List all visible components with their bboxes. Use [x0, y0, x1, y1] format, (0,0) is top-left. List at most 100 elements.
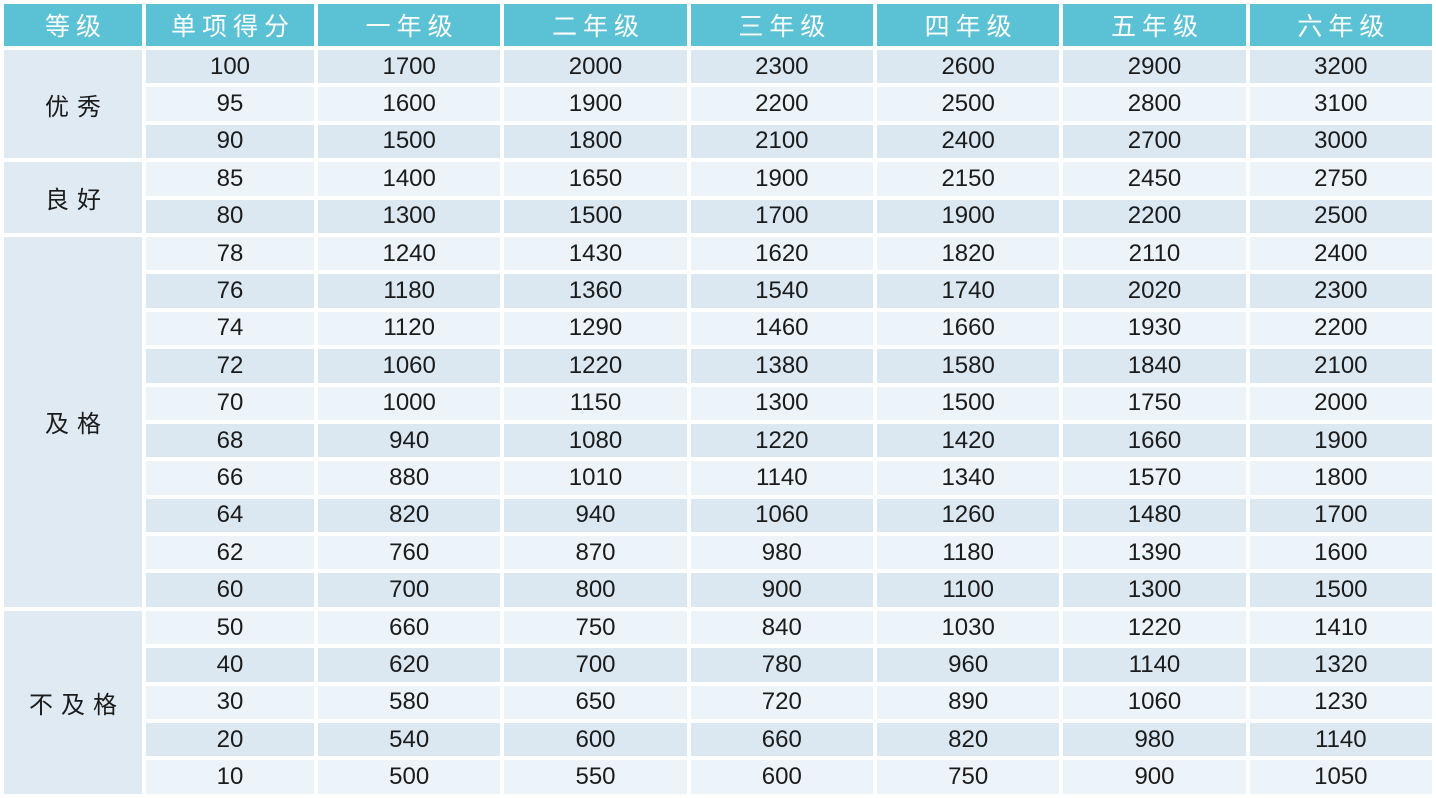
table-row: 60 700 800 900 1100 1300 1500 [4, 573, 1432, 607]
score-cell: 62 [146, 536, 314, 570]
value-cell: 2750 [1249, 162, 1432, 196]
value-cell: 660 [690, 723, 873, 757]
table-row: 76 1180 1360 1540 1740 2020 2300 [4, 274, 1432, 308]
value-cell: 2200 [1249, 311, 1432, 346]
grade-cell: 不及格 [4, 610, 142, 794]
header-row: 等级 单项得分 一年级 二年级 三年级 四年级 五年级 六年级 [4, 4, 1432, 46]
value-cell: 1540 [690, 274, 873, 308]
value-cell: 1480 [1063, 498, 1246, 533]
value-cell: 1740 [876, 274, 1060, 308]
value-cell: 1650 [504, 162, 687, 196]
value-cell: 1390 [1063, 536, 1246, 570]
value-cell: 2020 [1063, 274, 1246, 308]
grade-cell: 良好 [4, 162, 142, 233]
value-cell: 1700 [690, 199, 873, 233]
value-cell: 1750 [1063, 386, 1246, 420]
value-cell: 1240 [318, 236, 501, 271]
table-row: 20 540 600 660 820 980 1140 [4, 723, 1432, 757]
table-row: 10 500 550 600 750 900 1050 [4, 760, 1432, 794]
value-cell: 1420 [876, 423, 1060, 458]
value-cell: 1060 [1063, 685, 1246, 720]
header-grade-6: 六年级 [1249, 4, 1432, 46]
value-cell: 760 [318, 536, 501, 570]
value-cell: 940 [318, 423, 501, 458]
value-cell: 1220 [1063, 610, 1246, 645]
value-cell: 1360 [504, 274, 687, 308]
score-cell: 78 [146, 236, 314, 271]
header-grade-1: 一年级 [318, 4, 501, 46]
table-row: 30 580 650 720 890 1060 1230 [4, 685, 1432, 720]
value-cell: 1400 [318, 162, 501, 196]
value-cell: 1900 [876, 199, 1060, 233]
value-cell: 1260 [876, 498, 1060, 533]
value-cell: 1580 [876, 349, 1060, 383]
table-row: 40 620 700 780 960 1140 1320 [4, 648, 1432, 682]
value-cell: 2200 [690, 87, 873, 121]
value-cell: 820 [318, 498, 501, 533]
value-cell: 580 [318, 685, 501, 720]
value-cell: 1030 [876, 610, 1060, 645]
value-cell: 750 [504, 610, 687, 645]
value-cell: 2100 [690, 124, 873, 159]
value-cell: 1600 [318, 87, 501, 121]
value-cell: 1340 [876, 461, 1060, 495]
value-cell: 2450 [1063, 162, 1246, 196]
score-cell: 100 [146, 50, 314, 84]
value-cell: 1700 [318, 50, 501, 84]
value-cell: 1500 [876, 386, 1060, 420]
score-cell: 90 [146, 124, 314, 159]
value-cell: 900 [690, 573, 873, 607]
table-row: 优秀 100 1700 2000 2300 2600 2900 3200 [4, 50, 1432, 159]
value-cell: 1140 [1249, 723, 1432, 757]
grade-cell: 及格 [4, 236, 142, 607]
table-row: 68 940 1080 1220 1420 1660 1900 [4, 423, 1432, 458]
value-cell: 2400 [1249, 236, 1432, 271]
score-cell: 72 [146, 349, 314, 383]
table-row: 66 880 1010 1140 1340 1570 1800 [4, 461, 1432, 495]
value-cell: 1600 [1249, 536, 1432, 570]
value-cell: 650 [504, 685, 687, 720]
value-cell: 1380 [690, 349, 873, 383]
score-cell: 70 [146, 386, 314, 420]
value-cell: 1840 [1063, 349, 1246, 383]
value-cell: 2000 [504, 50, 687, 84]
value-cell: 940 [504, 498, 687, 533]
score-cell: 76 [146, 274, 314, 308]
value-cell: 3100 [1249, 87, 1432, 121]
value-cell: 1900 [1249, 423, 1432, 458]
value-cell: 1460 [690, 311, 873, 346]
header-grade-3: 三年级 [690, 4, 873, 46]
value-cell: 1230 [1249, 685, 1432, 720]
score-cell: 68 [146, 423, 314, 458]
value-cell: 1220 [504, 349, 687, 383]
value-cell: 1500 [318, 124, 501, 159]
value-cell: 780 [690, 648, 873, 682]
value-cell: 870 [504, 536, 687, 570]
table-row: 64 820 940 1060 1260 1480 1700 [4, 498, 1432, 533]
score-cell: 20 [146, 723, 314, 757]
header-item-score: 单项得分 [146, 4, 314, 46]
value-cell: 2800 [1063, 87, 1246, 121]
value-cell: 700 [318, 573, 501, 607]
value-cell: 2110 [1063, 236, 1246, 271]
value-cell: 1120 [318, 311, 501, 346]
table-row: 良好 85 1400 1650 1900 2150 2450 2750 [4, 162, 1432, 233]
value-cell: 1820 [876, 236, 1060, 271]
value-cell: 1930 [1063, 311, 1246, 346]
score-cell: 74 [146, 311, 314, 346]
score-cell: 85 [146, 162, 314, 196]
header-grade-level: 等级 [4, 4, 142, 46]
value-cell: 1140 [690, 461, 873, 495]
value-cell: 750 [876, 760, 1060, 794]
value-cell: 1000 [318, 386, 501, 420]
table-row: 70 1000 1150 1300 1500 1750 2000 [4, 386, 1432, 420]
table-row: 不及格 50 660 750 840 1030 1220 1410 [4, 610, 1432, 794]
value-cell: 1010 [504, 461, 687, 495]
value-cell: 2700 [1063, 124, 1246, 159]
value-cell: 1080 [504, 423, 687, 458]
value-cell: 840 [690, 610, 873, 645]
score-cell: 64 [146, 498, 314, 533]
score-cell: 95 [146, 87, 314, 121]
score-cell: 50 [146, 610, 314, 645]
